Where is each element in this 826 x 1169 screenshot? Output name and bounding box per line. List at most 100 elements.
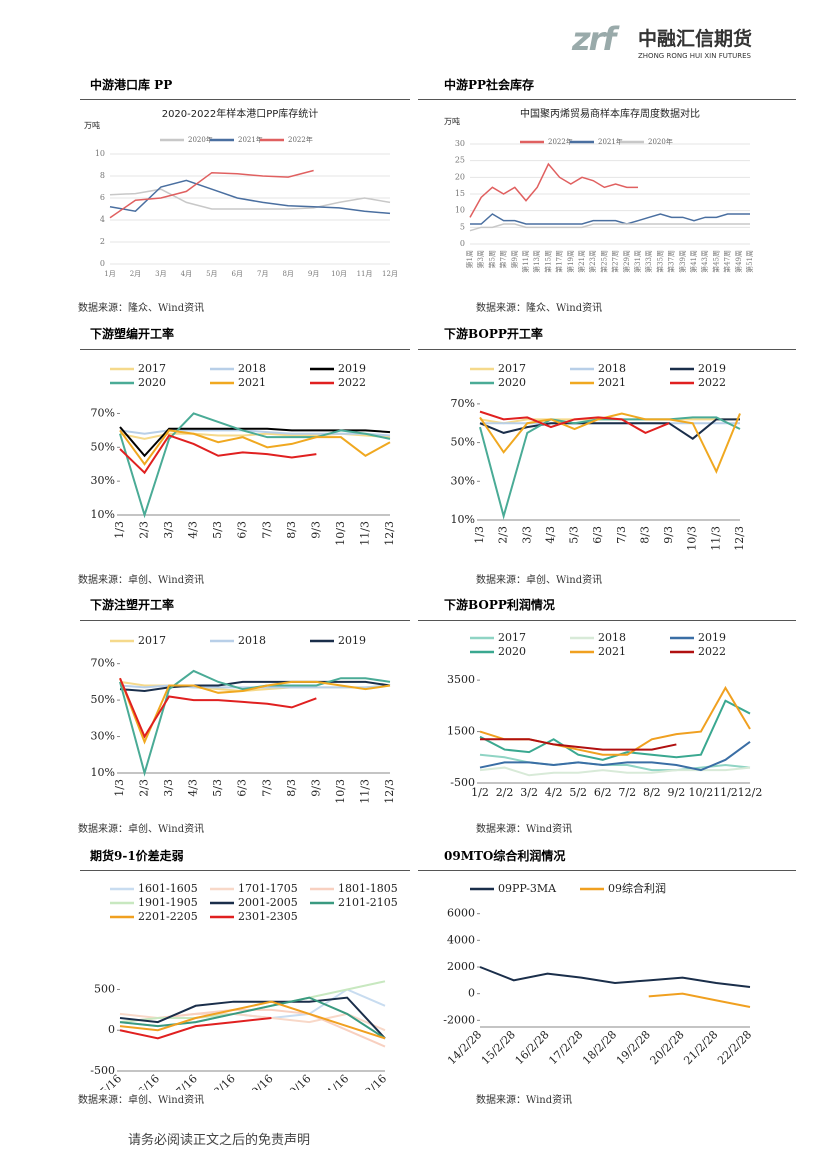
legend-label: 2022年 — [548, 137, 573, 146]
y-tick-label: -500 — [90, 1064, 115, 1077]
x-tick-label: 10月 — [331, 270, 347, 278]
x-tick-label: 21/2/28 — [681, 1028, 720, 1067]
y-tick-label: 0 — [460, 239, 465, 248]
unit-label: 万吨 — [84, 120, 100, 130]
series-line — [109, 169, 314, 219]
y-tick-label: 50% — [91, 693, 115, 706]
x-tick-label: 第1周 — [465, 250, 474, 268]
x-tick-label: 1/3 — [113, 779, 126, 797]
x-tick-label: 8/2 — [643, 786, 661, 799]
section-title: 下游BOPP开工率 — [444, 327, 543, 341]
y-tick-label: 0 — [108, 1023, 115, 1036]
company-name-en: ZHONG RONG HUI XIN FUTURES — [638, 52, 751, 60]
x-tick-label: 6/2 — [594, 786, 612, 799]
y-tick-label: 500 — [94, 982, 115, 995]
x-tick-label: 10/2 — [689, 786, 714, 799]
series-line — [479, 685, 751, 756]
y-tick-label: 10% — [91, 766, 115, 779]
chart: 10% 30% 50% 70% 1/3 2/3 3/3 4/3 5/3 6/3 7/3 8/3 9/3 1… — [91, 634, 396, 804]
x-tick-label: 第37周 — [667, 250, 676, 273]
legend-label: 2020年 — [648, 137, 673, 146]
series-line — [119, 680, 391, 692]
y-tick-label: 4000 — [447, 933, 475, 946]
x-tick-label: 第49周 — [734, 250, 743, 273]
x-tick-label: 第35周 — [655, 250, 664, 273]
x-tick-label: 1/2 — [471, 786, 489, 799]
y-tick-label: -2000 — [443, 1013, 475, 1026]
x-tick-label: 2/3 — [497, 526, 510, 544]
x-tick-label: 第31周 — [633, 250, 642, 273]
x-tick-label: 第19周 — [566, 250, 575, 273]
y-tick-label: 70% — [91, 657, 115, 670]
x-tick-label: 4月 — [181, 270, 192, 278]
section-rule — [80, 349, 410, 350]
x-tick-label: 第23周 — [588, 250, 597, 273]
section-rule — [418, 620, 796, 621]
x-tick-label: 9/3 — [662, 526, 675, 544]
legend-label: 2022 — [698, 376, 726, 389]
series-line — [648, 992, 751, 1008]
section-rule — [80, 99, 410, 100]
x-tick-label: 1/3 — [113, 521, 126, 539]
x-tick-label: 11/3 — [358, 779, 371, 804]
series-line — [119, 1000, 386, 1040]
x-tick-label: 第33周 — [644, 250, 653, 273]
y-tick-label: 10 — [95, 149, 105, 158]
x-tick-label: 7/3 — [260, 521, 273, 539]
legend-label: 2018 — [238, 634, 266, 647]
x-tick-label: 第21周 — [577, 250, 586, 273]
x-tick-label: 14/2/28 — [445, 1028, 484, 1067]
chart-title: 2020-2022年样本港口PP库存统计 — [162, 107, 319, 120]
legend-label: 2018 — [598, 362, 626, 375]
x-tick-label: 第25周 — [599, 250, 608, 273]
x-tick-label: 5/2 — [569, 786, 587, 799]
y-tick-label: 10% — [91, 508, 115, 521]
legend-label: 2301-2305 — [238, 910, 298, 923]
x-tick-label: 4/3 — [187, 779, 200, 797]
x-tick-label: 第15周 — [543, 250, 552, 273]
section-rule — [80, 870, 410, 871]
x-tick-label: 10/3 — [686, 526, 699, 551]
x-tick-label: 12/3 — [733, 526, 746, 551]
x-tick-label: 6/3 — [591, 526, 604, 544]
series-line — [119, 996, 386, 1040]
series-line — [109, 188, 391, 210]
x-tick-label: 7/3 — [260, 779, 273, 797]
series-line — [119, 434, 317, 475]
chart-title: 中国聚丙烯贸易商样本库存周度数据对比 — [520, 107, 700, 120]
section-title: 下游塑编开工率 — [90, 327, 175, 341]
x-tick-label: 12/3 — [383, 779, 396, 804]
x-tick-label: 6/3 — [236, 779, 249, 797]
series-line — [479, 412, 741, 475]
x-tick-label: 第9周 — [510, 250, 519, 268]
section-title: 09MTO综合利润情况 — [444, 849, 566, 863]
legend-label: 2017 — [498, 631, 526, 644]
x-tick-label: 19/2/28 — [614, 1028, 653, 1067]
series-line — [479, 699, 751, 761]
x-tick-label: 11月 — [357, 270, 373, 278]
legend-label: 2019 — [698, 362, 726, 375]
x-tick-label: 6/3 — [236, 521, 249, 539]
x-tick-label: 12/3 — [383, 521, 396, 546]
section-title: 期货9-1价差走弱 — [90, 849, 184, 863]
x-tick-label: 3/2 — [520, 786, 538, 799]
x-tick-label: 6/16 — [135, 1072, 162, 1090]
source-note: 数据来源：卓创、Wind资讯 — [78, 1095, 205, 1106]
source-note: 数据来源：卓创、Wind资讯 — [78, 575, 205, 586]
legend-label: 2020 — [498, 645, 526, 658]
section-rule — [418, 349, 796, 350]
section-rule — [80, 620, 410, 621]
legend-label: 2021 — [598, 376, 626, 389]
series-line — [479, 966, 751, 988]
x-tick-label: 第11周 — [521, 250, 530, 273]
series-line — [119, 429, 391, 437]
legend-label: 2019 — [338, 362, 366, 375]
legend-label: 2021年 — [598, 137, 623, 146]
x-tick-label: 9/16 — [249, 1072, 276, 1090]
series-line — [119, 677, 317, 739]
x-tick-label: 11/16 — [320, 1072, 352, 1090]
section-title: 下游注塑开工率 — [90, 598, 175, 612]
legend-label: 2019 — [698, 631, 726, 644]
